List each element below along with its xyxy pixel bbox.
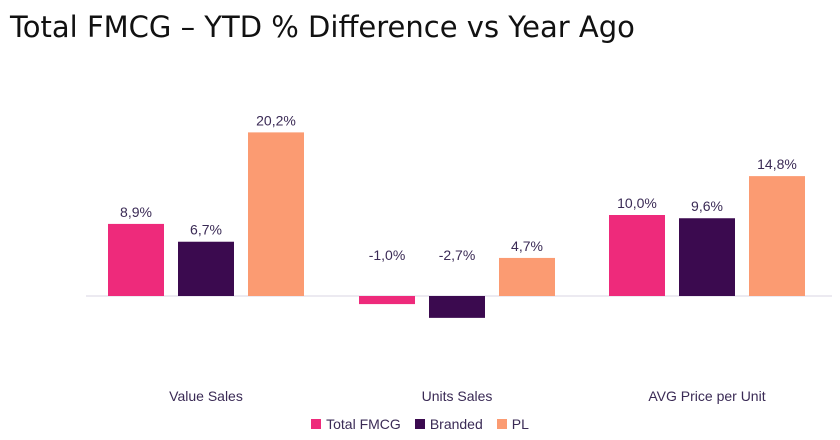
legend: Total FMCG Branded PL [0,416,840,432]
category-label-value-sales: Value Sales [169,388,243,404]
legend-label-branded: Branded [429,416,483,432]
legend-label-pl: PL [511,416,529,432]
data-label-branded-units-sales: -2,7% [439,247,476,263]
legend-swatch-pl [496,419,507,429]
bar-total-fmcg-value-sales [108,223,164,296]
legend-label-total-fmcg: Total FMCG [326,416,401,432]
data-label-branded-value-sales: 6,7% [190,222,222,238]
bar-total-fmcg-avg-price-per-unit [609,215,665,296]
bar-branded-avg-price-per-unit [679,218,735,296]
legend-item-branded: Branded [414,416,483,432]
bar-pl-units-sales [499,257,555,296]
data-label-pl-avg-price-per-unit: 14,8% [757,156,797,172]
chart-title: Total FMCG – YTD % Difference vs Year Ag… [10,10,635,44]
data-label-branded-avg-price-per-unit: 9,6% [691,198,723,214]
bar-branded-value-sales [178,241,234,296]
legend-swatch-total-fmcg [311,419,322,429]
bar-pl-avg-price-per-unit [749,176,805,296]
data-label-pl-value-sales: 20,2% [256,112,296,128]
data-label-total-fmcg-value-sales: 8,9% [120,204,152,220]
data-label-total-fmcg-units-sales: -1,0% [369,247,406,263]
legend-item-pl: PL [496,416,529,432]
legend-swatch-branded [414,419,425,429]
category-label-units-sales: Units Sales [422,388,493,404]
bar-total-fmcg-units-sales [359,296,415,305]
bar-branded-units-sales [429,296,485,318]
data-label-total-fmcg-avg-price-per-unit: 10,0% [617,195,657,211]
legend-item-total-fmcg: Total FMCG [311,416,401,432]
data-label-pl-units-sales: 4,7% [511,238,543,254]
bar-pl-value-sales [248,132,304,296]
category-label-avg-price-per-unit: AVG Price per Unit [648,388,765,404]
